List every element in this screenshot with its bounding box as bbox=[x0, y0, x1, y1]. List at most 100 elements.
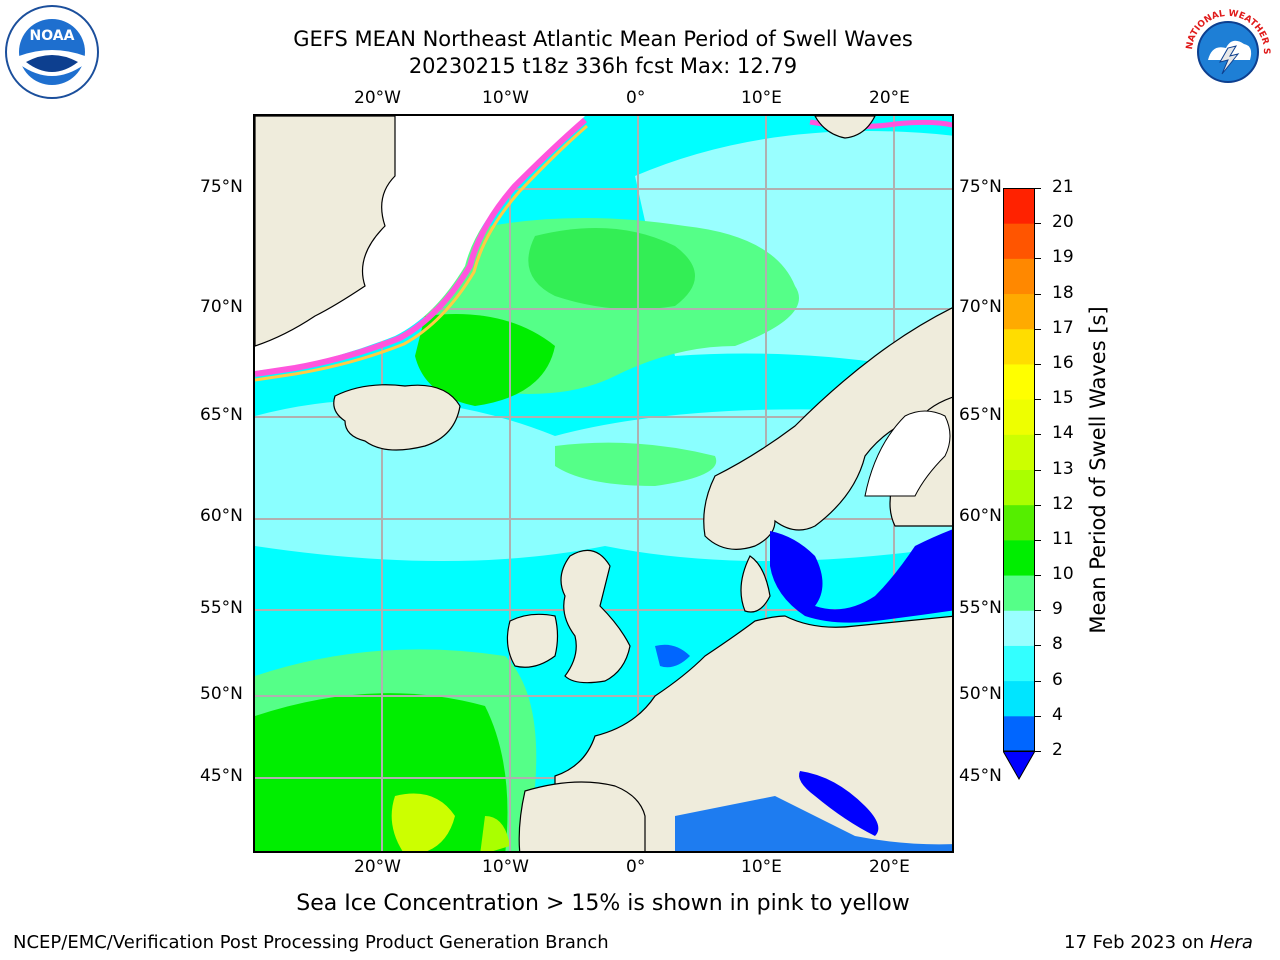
iberia-land bbox=[518, 781, 646, 851]
colorbar-tick-mark bbox=[1035, 258, 1041, 260]
lon-label-bottom-0: 0° bbox=[626, 857, 646, 877]
ice-edge-yellow bbox=[255, 124, 588, 382]
colorbar-bin bbox=[1003, 293, 1035, 330]
colorbar-tick-mark bbox=[1035, 188, 1041, 189]
colorbar-bin bbox=[1003, 539, 1035, 576]
footer-credit: NCEP/EMC/Verification Post Processing Pr… bbox=[13, 932, 609, 953]
colorbar-tick-label: 14 bbox=[1052, 423, 1074, 444]
colorbar-bin bbox=[1003, 223, 1035, 259]
colorbar-tick-label: 21 bbox=[1052, 177, 1074, 197]
colorbar-tick-label: 4 bbox=[1052, 704, 1063, 725]
colorbar-extend-triangle bbox=[1002, 750, 1036, 781]
colorbar-tick-label: 11 bbox=[1052, 528, 1074, 549]
baltic-sea bbox=[770, 529, 952, 623]
svalbard-land bbox=[814, 116, 876, 139]
ireland-land bbox=[506, 613, 559, 668]
colorbar-border bbox=[1003, 188, 1035, 752]
colorbar-bin bbox=[1003, 680, 1035, 717]
colorbar-tick-label: 6 bbox=[1052, 669, 1063, 690]
footer-date: 17 Feb 2023 on Hera bbox=[1064, 932, 1253, 953]
greenland-land bbox=[255, 116, 396, 347]
sea-ice-note: Sea Ice Concentration > 15% is shown in … bbox=[296, 891, 910, 916]
colorbar-bin bbox=[1003, 575, 1035, 611]
colorbar-bin bbox=[1003, 328, 1035, 365]
colorbar-tick-label: 18 bbox=[1052, 282, 1074, 303]
colorbar-tick-mark bbox=[1035, 715, 1041, 717]
lat-label-right-60n: 60°N bbox=[959, 506, 1002, 526]
colorbar-tick-mark bbox=[1035, 751, 1041, 752]
colorbar-tick-mark bbox=[1035, 680, 1041, 682]
lon-label-bottom-20e: 20°E bbox=[869, 857, 910, 877]
colorbar-tick-mark bbox=[1035, 645, 1041, 647]
map-panel bbox=[253, 114, 954, 853]
colorbar-tick-mark bbox=[1035, 434, 1041, 436]
denmark-land bbox=[740, 555, 771, 613]
continental-europe-land bbox=[554, 615, 952, 851]
lon-label-top-10e: 10°E bbox=[741, 88, 782, 108]
colorbar-tick-mark bbox=[1035, 539, 1041, 541]
lat-label-left-75n: 75°N bbox=[200, 177, 243, 197]
lon-label-top-20e: 20°E bbox=[869, 88, 910, 108]
svg-text:NOAA: NOAA bbox=[30, 28, 75, 44]
footer-host: Hera bbox=[1209, 932, 1253, 953]
colorbar-bin bbox=[1003, 645, 1035, 682]
colorbar-bin bbox=[1003, 715, 1035, 752]
lat-label-left-70n: 70°N bbox=[200, 297, 243, 317]
lon-label-top-20w: 20°W bbox=[354, 88, 401, 108]
swell-area-darkgreen-north bbox=[528, 228, 695, 310]
colorbar-tick-mark bbox=[1035, 293, 1041, 295]
lat-label-right-55n: 55°N bbox=[959, 598, 1002, 618]
colorbar-tick-label: 19 bbox=[1052, 247, 1074, 268]
lon-label-bottom-20w: 20°W bbox=[354, 857, 401, 877]
colorbar-tick-label: 16 bbox=[1052, 352, 1074, 373]
swell-band-green-mid bbox=[555, 442, 717, 486]
lon-label-top-10w: 10°W bbox=[482, 88, 529, 108]
chart-title-line2: 20230215 t18z 336h fcst Max: 12.79 bbox=[408, 54, 798, 78]
colorbar-bin bbox=[1003, 399, 1035, 435]
colorbar-bin bbox=[1003, 610, 1035, 646]
colorbar-tick-mark bbox=[1035, 399, 1041, 401]
colorbar-tick-mark bbox=[1035, 223, 1041, 225]
colorbar-tick-label: 13 bbox=[1052, 458, 1074, 479]
adriatic-sea bbox=[799, 771, 879, 836]
north-sea-low-swell bbox=[655, 644, 690, 668]
lat-label-right-70n: 70°N bbox=[959, 297, 1002, 317]
colorbar-tick-mark bbox=[1035, 328, 1041, 330]
colorbar-tick-label: 15 bbox=[1052, 388, 1074, 409]
nws-logo: NATIONAL WEATHER SERVICE bbox=[1177, 0, 1276, 100]
colorbar-tick-label: 10 bbox=[1052, 564, 1074, 585]
colorbar-tick-label: 12 bbox=[1052, 493, 1074, 514]
colorbar bbox=[1002, 188, 1036, 781]
colorbar-bin bbox=[1003, 504, 1035, 541]
lat-label-left-45n: 45°N bbox=[200, 766, 243, 786]
lat-label-left-65n: 65°N bbox=[200, 405, 243, 425]
colorbar-tick-label: 8 bbox=[1052, 634, 1063, 655]
colorbar-tick-mark bbox=[1035, 610, 1041, 612]
colorbar-tick-mark bbox=[1035, 469, 1041, 471]
iceland-land bbox=[333, 384, 461, 451]
colorbar-bin bbox=[1003, 363, 1035, 400]
swell-area-12-south bbox=[391, 793, 455, 851]
colorbar-tick-label: 20 bbox=[1052, 212, 1074, 233]
colorbar-tick-mark bbox=[1035, 575, 1041, 577]
colorbar-bin bbox=[1003, 188, 1035, 224]
mediterranean-sea bbox=[675, 796, 952, 851]
norway-sweden-land bbox=[703, 307, 952, 550]
lat-label-left-60n: 60°N bbox=[200, 506, 243, 526]
lat-label-right-65n: 65°N bbox=[959, 405, 1002, 425]
colorbar-title: Mean Period of Swell Waves [s] bbox=[1086, 306, 1110, 634]
ice-edge-pink bbox=[255, 117, 587, 377]
lon-label-bottom-10w: 10°W bbox=[482, 857, 529, 877]
gulf-of-bothnia-ice bbox=[864, 410, 951, 497]
colorbar-svg bbox=[1002, 188, 1036, 781]
lon-label-top-0: 0° bbox=[626, 88, 646, 108]
colorbar-tick-label: 17 bbox=[1052, 317, 1074, 338]
lat-label-left-50n: 50°N bbox=[200, 684, 243, 704]
colorbar-bin bbox=[1003, 434, 1035, 470]
lat-label-left-55n: 55°N bbox=[200, 598, 243, 618]
chart-title-line1: GEFS MEAN Northeast Atlantic Mean Period… bbox=[293, 27, 913, 51]
footer-date-text: 17 Feb 2023 on bbox=[1064, 932, 1205, 953]
colorbar-bin bbox=[1003, 258, 1035, 295]
lat-label-right-50n: 50°N bbox=[959, 684, 1002, 704]
swell-area-12b-south bbox=[480, 816, 510, 851]
